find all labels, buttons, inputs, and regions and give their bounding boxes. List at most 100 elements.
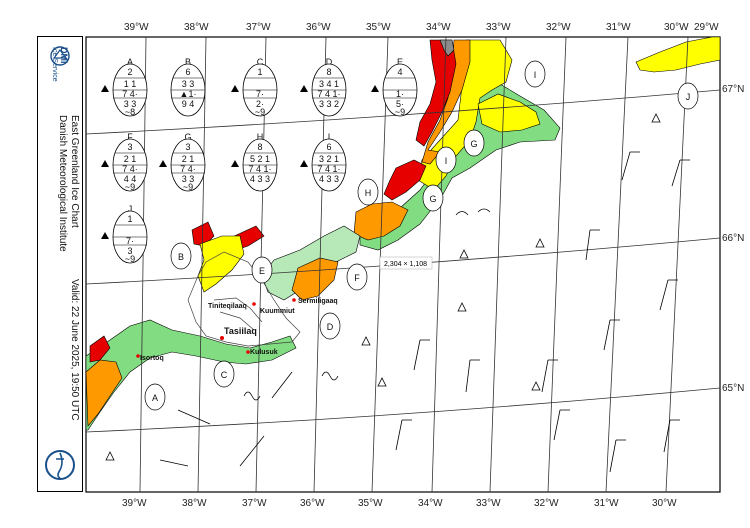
place-kulusuk: Kulusuk xyxy=(250,349,278,356)
lon-label: 34°W xyxy=(426,22,451,33)
egg-extra: ~9 xyxy=(125,182,135,192)
egg-ct: 2 xyxy=(127,67,132,77)
egg-id: C xyxy=(257,57,264,67)
iceberg-icon xyxy=(377,377,387,387)
egg-conc: 3 3 xyxy=(182,79,195,89)
ice-green-south xyxy=(85,319,297,431)
egg-extra: ~9 xyxy=(125,254,135,264)
map-symbols xyxy=(105,113,690,473)
egg-code-B: B 6 3 3 ▲1· 9 4 xyxy=(170,57,206,117)
wind-barb-icon xyxy=(395,419,412,451)
egg-stage: 7 4· xyxy=(180,164,196,174)
svg-text:C: C xyxy=(221,370,228,380)
wind-barb-icon xyxy=(177,409,211,425)
iceberg-icon xyxy=(457,302,467,312)
wind-barb-icon xyxy=(239,435,265,467)
ice-yellow-b xyxy=(197,235,245,293)
egg-ct: 1 xyxy=(127,214,132,224)
strip-icon xyxy=(321,371,339,381)
top-longitude-labels: 39°W 38°W 37°W 36°W 35°W 34°W 33°W 32°W … xyxy=(124,22,719,33)
svg-text:I: I xyxy=(534,70,537,80)
egg-id: I xyxy=(328,132,331,142)
egg-id: D xyxy=(326,57,333,67)
wind-barb-icon xyxy=(585,229,600,261)
egg-ct: 4 xyxy=(397,67,402,77)
wind-barb-icon xyxy=(541,359,558,393)
iceberg-icon xyxy=(535,238,545,248)
lon-label: 34°W xyxy=(418,498,443,509)
region-label-B: B xyxy=(170,242,192,270)
svg-text:D: D xyxy=(327,322,334,332)
title-box: DMI Ice Service East Greenland Ice Chart… xyxy=(37,36,83,492)
dimension-tooltip: 2,304 × 1,108 xyxy=(379,256,433,270)
lon-label: 31°W xyxy=(594,498,619,509)
region-labels: A B C D E F G G H I I J xyxy=(144,60,699,411)
latitude-labels: 67°N 66°N 65°N xyxy=(722,84,744,394)
lon-label: 36°W xyxy=(300,498,325,509)
lon-label: 37°W xyxy=(246,22,271,33)
egg-id: H xyxy=(257,132,264,142)
lon-label: 39°W xyxy=(124,22,149,33)
wind-barb-icon xyxy=(413,339,430,371)
coastline xyxy=(187,251,301,347)
egg-stage: 7 4· xyxy=(122,89,138,99)
egg-form: 3 xyxy=(127,246,132,256)
place-kuummiut: Kuummiut xyxy=(260,308,295,315)
svg-text:E: E xyxy=(259,266,265,276)
egg-id: B xyxy=(185,57,191,67)
egg-conc: 2 1 xyxy=(182,154,195,164)
egg-stage: 7 4 1· xyxy=(248,164,271,174)
dmi-logo-icon xyxy=(50,46,70,66)
egg-id: A xyxy=(127,57,133,67)
region-label-G1: G xyxy=(463,129,485,157)
svg-text:G: G xyxy=(429,194,436,204)
lon-label: 32°W xyxy=(546,22,571,33)
lon-label: 30°W xyxy=(664,22,689,33)
svg-text:H: H xyxy=(365,188,372,198)
ice-orange-south xyxy=(85,359,123,427)
egg-stage: 7· xyxy=(256,89,264,99)
wind-barb-icon xyxy=(271,371,293,399)
ice-fast-north xyxy=(439,39,455,57)
lon-label: 29°W xyxy=(694,22,719,33)
svg-text:2,304 × 1,108: 2,304 × 1,108 xyxy=(384,261,427,268)
place-tasiilaq: Tasiilaq xyxy=(224,326,257,336)
egg-code-F: F 3 2 1 7 4· 4 4 ~9 xyxy=(101,132,148,192)
egg-id: E xyxy=(397,57,403,67)
region-label-H: H xyxy=(357,178,379,206)
egg-stage: 1· xyxy=(396,89,404,99)
egg-form: 4 4 xyxy=(124,174,137,184)
egg-conc: 2 1 xyxy=(124,154,137,164)
egg-code-G: G 3 2 1 7 4· 3 3 ~9 xyxy=(159,132,206,192)
region-label-E: E xyxy=(251,256,273,284)
egg-stage: ▲1· xyxy=(180,89,197,99)
lon-label: 33°W xyxy=(476,498,501,509)
region-label-D: D xyxy=(319,312,341,340)
egg-code-legend: A 2 1 1 7 4· 3 3 ~8 B 6 3 3 ▲1· 9 4 C xyxy=(101,57,418,264)
region-label-C: C xyxy=(213,360,235,388)
wind-barb-icon xyxy=(553,409,570,441)
egg-ct: 1 xyxy=(257,67,262,77)
lon-label: 36°W xyxy=(306,22,331,33)
ice-red-g xyxy=(383,159,427,201)
ice-yellow-ne xyxy=(635,36,721,73)
egg-id: G xyxy=(184,132,191,142)
egg-code-J: J 1 7· 3 ~9 xyxy=(101,204,148,264)
egg-form: 5· xyxy=(396,99,404,109)
ice-red-south xyxy=(89,335,111,363)
egg-ct: 6 xyxy=(326,142,331,152)
svg-text:A: A xyxy=(152,393,158,403)
strip-icon xyxy=(455,208,491,216)
lon-label: 35°W xyxy=(366,22,391,33)
svg-text:F: F xyxy=(354,273,360,283)
egg-ct: 8 xyxy=(257,142,262,152)
wind-barb-icon xyxy=(159,459,189,467)
egg-id: F xyxy=(127,132,133,142)
ice-yellow-mid xyxy=(477,93,541,133)
egg-form: 3 3 2 xyxy=(319,99,339,109)
wind-barb-icon xyxy=(663,419,680,453)
ice-red-north xyxy=(415,39,457,147)
egg-conc: 1 1 xyxy=(124,79,137,89)
egg-code-I: I 6 3 2 1 7 4 1· 4 3 3 xyxy=(300,132,347,192)
